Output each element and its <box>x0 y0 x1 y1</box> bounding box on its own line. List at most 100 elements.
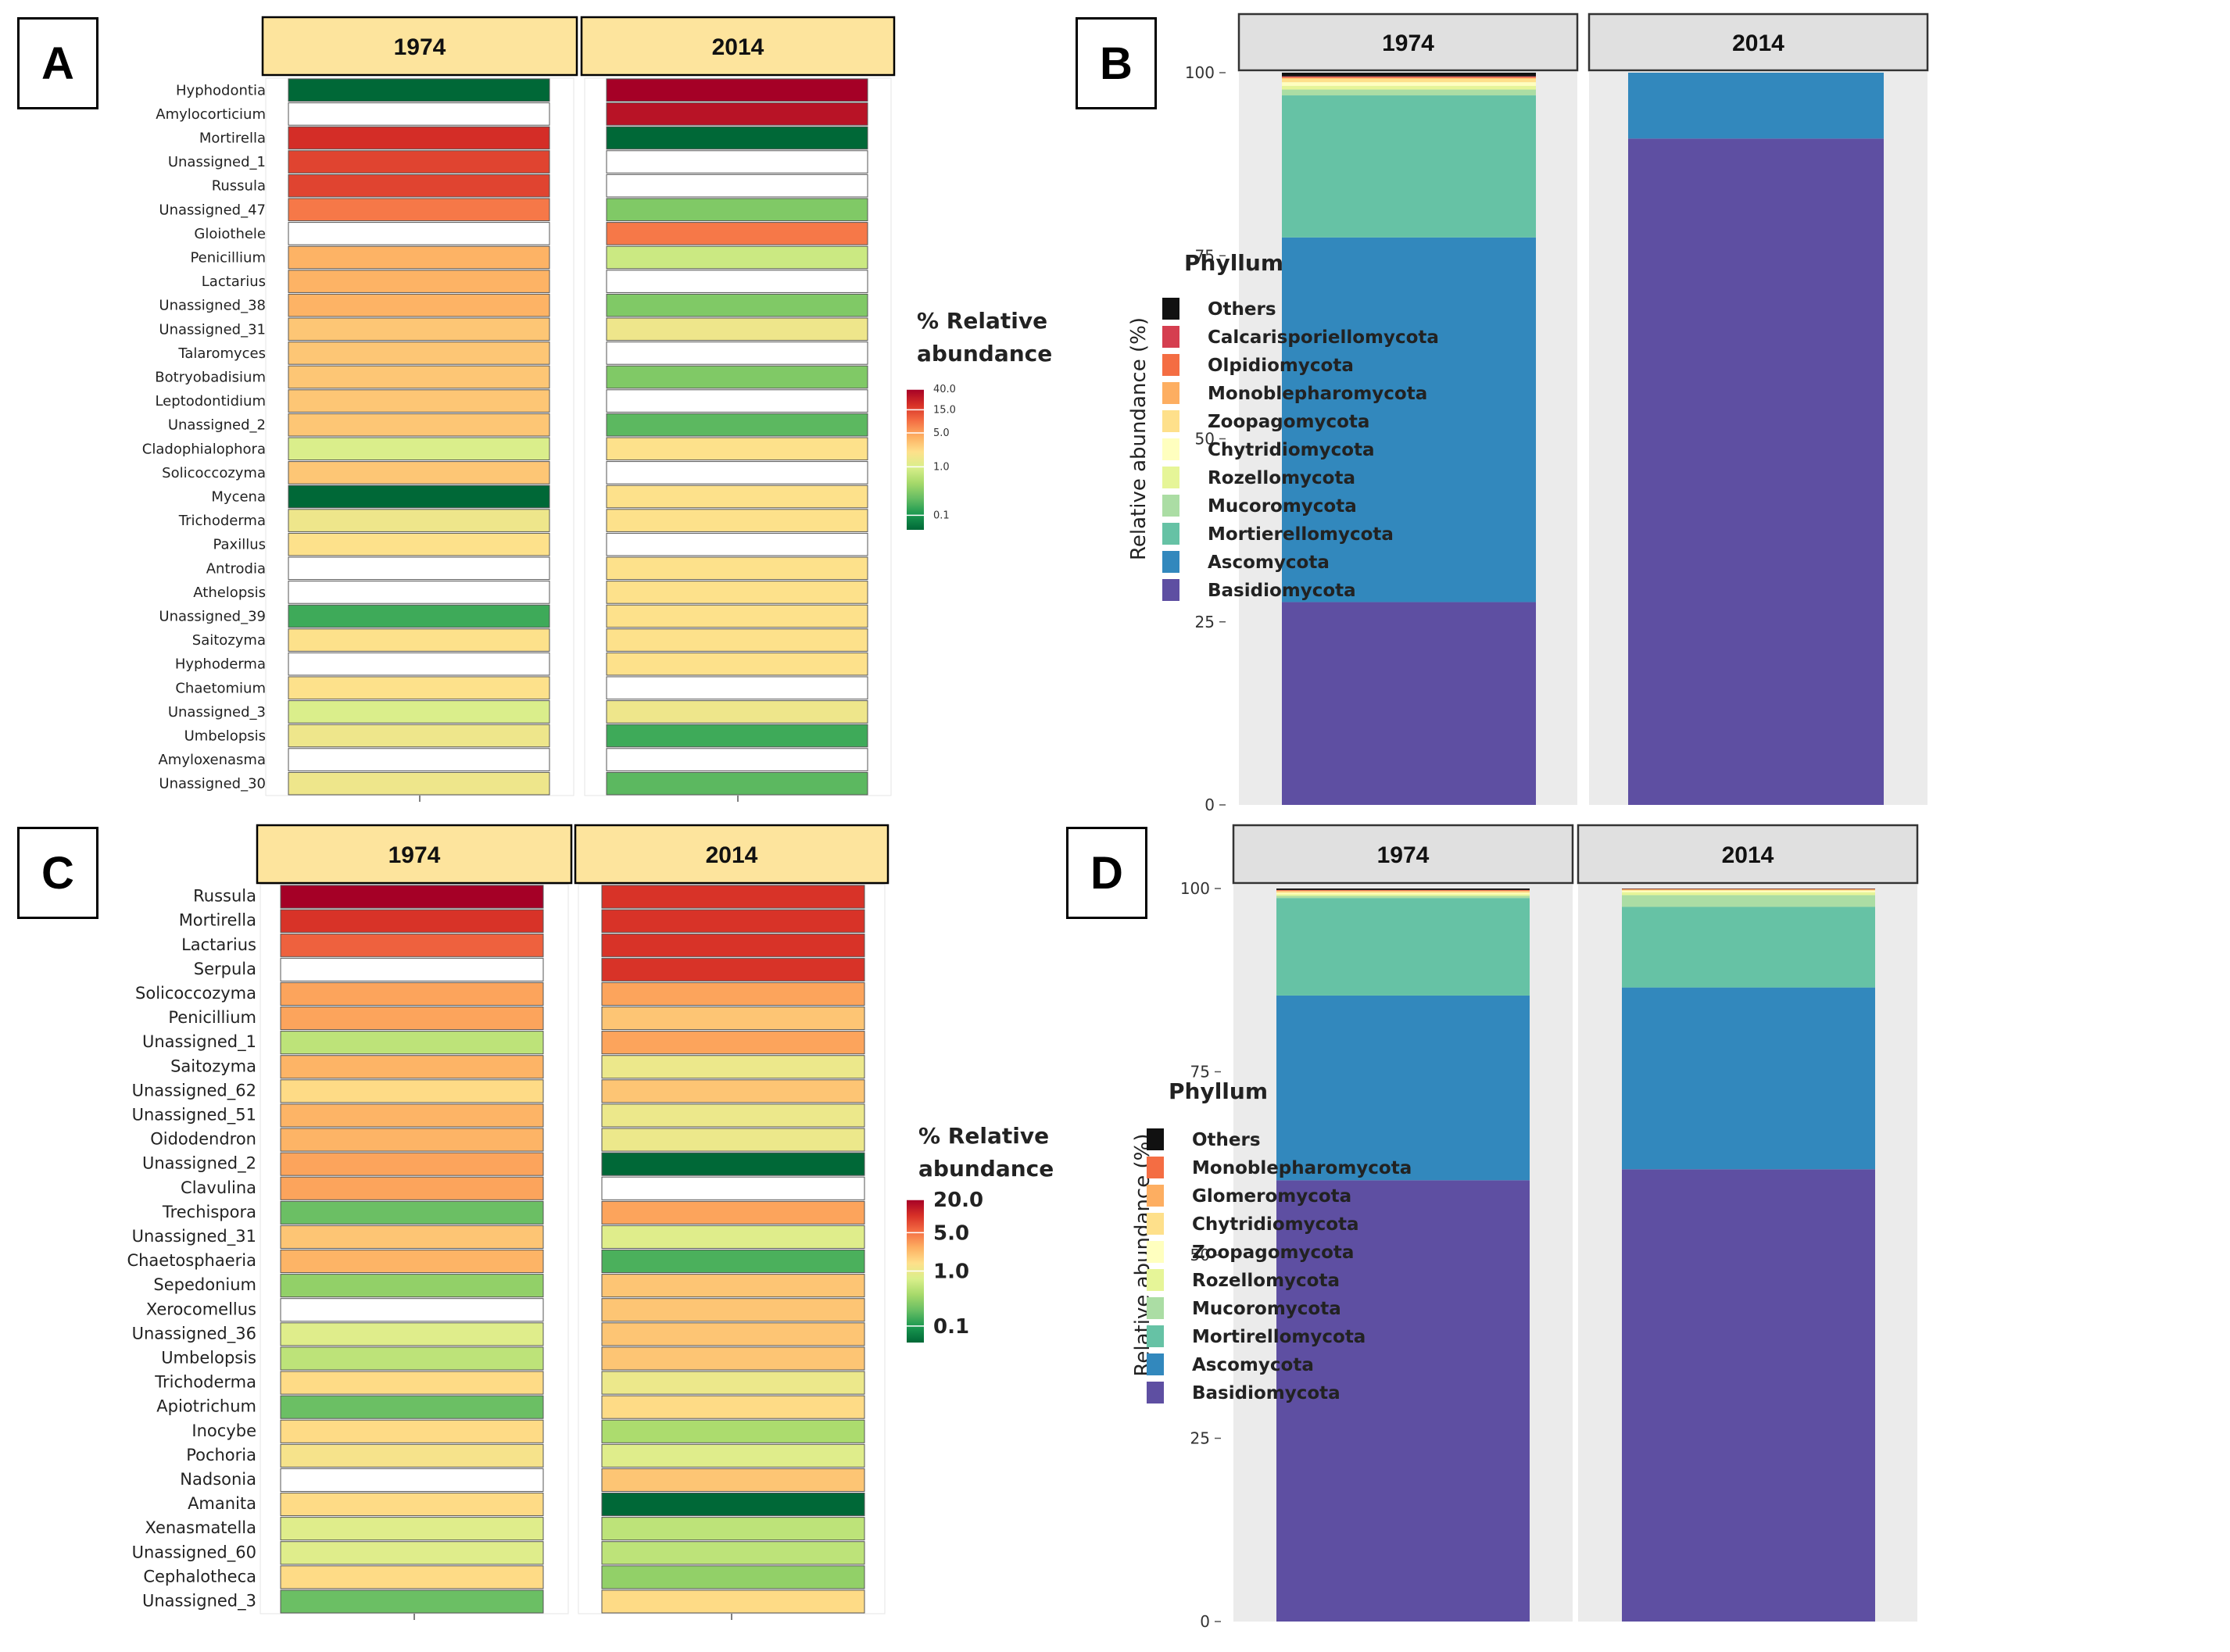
legend-item-glomeromycota: Glomeromycota <box>1192 1186 1351 1207</box>
heatmap-cell <box>280 1419 544 1443</box>
row-label: Paxillus <box>213 537 266 553</box>
legend-key <box>1162 326 1179 348</box>
legend-tick-label: 15.0 <box>933 404 956 416</box>
legend-tick-label: 5.0 <box>933 1221 969 1245</box>
heatmap-cell <box>280 1565 544 1589</box>
row-label: Penicillium <box>168 1008 256 1027</box>
legend-key <box>1162 354 1179 376</box>
row-label: Mortirella <box>179 911 256 930</box>
row-label: Mortirella <box>199 131 266 147</box>
heatmap-cell <box>606 509 868 532</box>
heatmap-cell <box>601 1055 865 1079</box>
bar-segment-mucoromycota <box>1282 89 1536 96</box>
bar-segment-ascomycota <box>1628 73 1884 139</box>
heatmap-cell <box>606 437 868 461</box>
heatmap-cell <box>288 245 550 270</box>
bar-segment-zoopagomycota <box>1622 890 1875 892</box>
strip-c-2014 <box>574 824 889 885</box>
panel-label-a: A <box>17 17 98 109</box>
row-label: Saitozyma <box>170 1057 256 1075</box>
bar-segment-ascomycota <box>1282 237 1536 603</box>
heatmap-cell <box>288 198 550 222</box>
heatmap-cell <box>288 581 550 604</box>
facet-bg <box>260 884 569 1614</box>
row-label: Penicillium <box>190 250 266 266</box>
strip-label: 2014 <box>1722 842 1774 868</box>
heatmap-cell <box>288 413 550 437</box>
heatmap-cell <box>280 1395 544 1419</box>
row-label: Nadsonia <box>180 1470 256 1489</box>
legend-key <box>1162 467 1179 488</box>
heatmap-cell <box>606 413 868 437</box>
row-label: Unassigned_36 <box>132 1324 256 1343</box>
strip-d-2014 <box>1577 824 1919 885</box>
heatmap-cell <box>606 461 868 485</box>
legend-tick-label: 0.1 <box>933 510 950 521</box>
heatmap-cell <box>601 1152 865 1176</box>
heatmap-cell <box>288 748 550 771</box>
legend-item-mucoromycota: Mucoromycota <box>1208 496 1357 517</box>
legend-item-mortirellomycota: Mortirellomycota <box>1192 1327 1366 1347</box>
row-label: Unassigned_1 <box>168 154 266 170</box>
row-label: Unassigned_60 <box>132 1543 256 1562</box>
heatmap-cell <box>280 1371 544 1395</box>
heatmap-cell <box>606 581 868 604</box>
heatmap-cell <box>606 173 868 198</box>
heatmap-cell <box>288 556 550 581</box>
heatmap-cell <box>280 1200 544 1225</box>
row-label: Amylocorticium <box>156 106 266 123</box>
y-tick-label: 100 <box>1180 879 1210 898</box>
heatmap-cell <box>601 1346 865 1371</box>
heatmap-cell <box>288 461 550 485</box>
heatmap-cell <box>280 1298 544 1322</box>
legend-title-line1: % Relative <box>918 1123 1049 1149</box>
legend-item-others: Others <box>1192 1130 1261 1150</box>
bar-segment-basidiomycota <box>1628 138 1884 805</box>
row-label: Chaetosphaeria <box>127 1251 256 1270</box>
row-label: Botryobadisium <box>155 370 266 386</box>
strip-b-1974 <box>1237 13 1579 72</box>
heatmap-cell <box>606 126 868 150</box>
facet-bg <box>584 77 892 796</box>
legend-item-chytridiomycota: Chytridiomycota <box>1192 1214 1359 1235</box>
strip-b-2014 <box>1587 13 1929 72</box>
y-tick-label: 75 <box>1195 246 1215 265</box>
heatmap-cell <box>288 293 550 317</box>
strip-c-1974 <box>256 824 573 885</box>
heatmap-cell <box>280 957 544 982</box>
heatmap-cell <box>601 1589 865 1614</box>
heatmap-cell <box>601 957 865 982</box>
legend-key <box>1147 1269 1164 1291</box>
heatmap-cell <box>280 1055 544 1079</box>
legend-item-monoblepharomycota: Monoblepharomycota <box>1208 384 1427 404</box>
bar-segment-rozellomycota <box>1282 85 1536 90</box>
heatmap-cell <box>280 1031 544 1055</box>
row-label: Mycena <box>211 489 266 506</box>
row-label: Gloiothele <box>194 226 266 242</box>
legend-item-zoopagomycota: Zoopagomycota <box>1208 412 1369 432</box>
legend-item-basidiomycota: Basidiomycota <box>1208 581 1356 601</box>
row-label: Xenasmatella <box>145 1518 257 1537</box>
panel-label-c: C <box>17 827 98 919</box>
y-tick-label: 0 <box>1200 1612 1210 1631</box>
row-label: Lactarius <box>181 935 256 954</box>
legend-key <box>1147 1297 1164 1319</box>
row-label: Trichoderma <box>154 1373 256 1392</box>
heatmap-cell <box>606 102 868 126</box>
heatmap-cell <box>601 909 865 933</box>
row-label: Solicoccozyma <box>162 465 266 481</box>
row-label: Sepedonium <box>153 1275 256 1294</box>
heatmap-cell <box>601 1565 865 1589</box>
heatmap-cell <box>288 102 550 126</box>
y-axis-title: Relative abundance (%) <box>1127 317 1151 560</box>
heatmap-cell <box>601 1298 865 1322</box>
heatmap-cell <box>288 652 550 676</box>
legend-title-line2: abundance <box>917 341 1052 367</box>
heatmap-cell <box>280 1079 544 1103</box>
legend-item-mucoromycota: Mucoromycota <box>1192 1299 1341 1319</box>
heatmap-cell <box>288 341 550 365</box>
legend-key <box>1162 382 1179 404</box>
strip-label: 1974 <box>1382 30 1434 56</box>
bar-segment-others <box>1276 889 1530 890</box>
bar-segment-ascomycota <box>1276 995 1530 1181</box>
